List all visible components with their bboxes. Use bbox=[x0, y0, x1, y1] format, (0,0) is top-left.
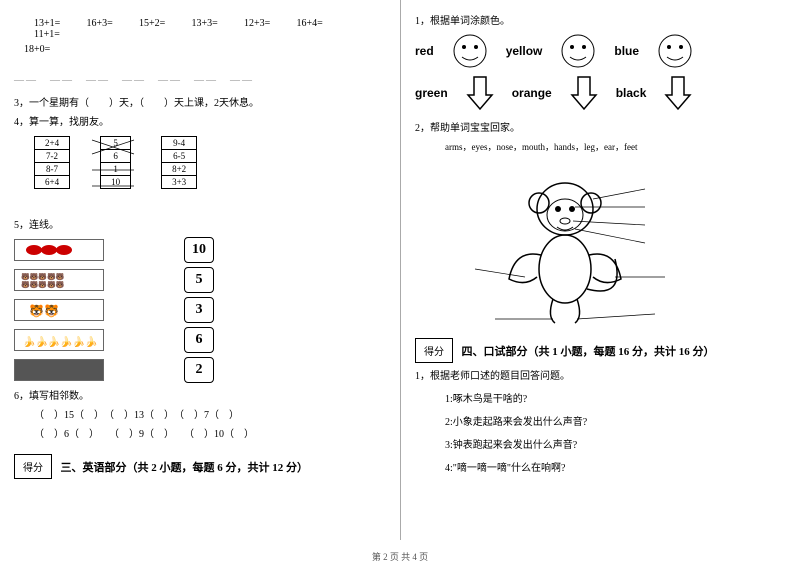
color-green: green bbox=[415, 86, 448, 100]
smiley-icon bbox=[452, 33, 488, 69]
numbox: 10 bbox=[184, 237, 214, 263]
numbox: 6 bbox=[184, 327, 214, 353]
score-box: 得分 bbox=[14, 454, 52, 479]
q5: 5，连线。 bbox=[14, 216, 386, 231]
score-box: 得分 bbox=[415, 338, 453, 363]
body-words: arms，eyes，nose，mouth，hands，leg，ear，feet bbox=[445, 140, 786, 153]
color-red: red bbox=[415, 44, 434, 58]
left-column: 13+1= 16+3= 15+2= 13+3= 12+3= 16+4= 11+1… bbox=[0, 0, 400, 540]
picture bbox=[14, 239, 104, 261]
equation-row: 13+1= 16+3= 15+2= 13+3= 12+3= 16+4= 11+1… bbox=[34, 18, 386, 40]
q6b: （ ）6（ ） （ ）9（ ） （ ）10（ ） bbox=[34, 425, 386, 440]
numbox: 2 bbox=[184, 357, 214, 383]
oral-q: 4:"嘀一嘀一嘀"什么在响啊? bbox=[445, 459, 786, 474]
color-orange: orange bbox=[512, 86, 552, 100]
right-column: 1，根据单词涂颜色。 red yellow blue green orange … bbox=[400, 0, 800, 540]
svg-text:🍌🍌🍌🍌🍌🍌: 🍌🍌🍌🍌🍌🍌 bbox=[23, 335, 98, 348]
oral-q: 1:啄木鸟是干啥的? bbox=[445, 390, 786, 405]
section-3-title: 三、英语部分（共 2 小题，每题 6 分，共计 12 分） bbox=[61, 462, 309, 474]
eq: 12+3= bbox=[244, 18, 294, 29]
q4: 4，算一算，找朋友。 bbox=[14, 113, 386, 128]
q6: 6，填写相邻数。 bbox=[14, 387, 386, 402]
answer-blanks: —— —— —— —— —— —— —— bbox=[14, 71, 386, 86]
smiley-icon bbox=[560, 33, 596, 69]
numbox: 3 bbox=[184, 297, 214, 323]
eq: 11+1= bbox=[34, 29, 84, 40]
oral-q: 3:钟表跑起来会发出什么声音? bbox=[445, 436, 786, 451]
color-row-2: green orange black bbox=[415, 75, 786, 111]
color-yellow: yellow bbox=[506, 44, 543, 58]
arrow-down-icon bbox=[570, 75, 598, 111]
eq: 13+1= bbox=[34, 18, 84, 29]
q3: 3，一个星期有（ ）天，（ ）天上课，2天休息。 bbox=[14, 94, 386, 109]
picture: 🐻🐻🐻🐻🐻🐻🐻🐻🐻🐻 bbox=[14, 269, 104, 291]
q1: 1，根据单词涂颜色。 bbox=[415, 12, 786, 27]
picture: 🍌🍌🍌🍌🍌🍌 bbox=[14, 329, 104, 351]
svg-text:🐻🐻🐻🐻🐻: 🐻🐻🐻🐻🐻 bbox=[21, 280, 65, 289]
smiley-icon bbox=[657, 33, 693, 69]
oral-q: 2:小象走起路来会发出什么声音? bbox=[445, 413, 786, 428]
arrow-down-icon bbox=[466, 75, 494, 111]
page-footer: 第 2 页 共 4 页 bbox=[0, 550, 800, 563]
color-blue: blue bbox=[614, 44, 639, 58]
q6a: （ ）15（ ） （ ）13（ ） （ ）7（ ） bbox=[34, 406, 386, 421]
color-black: black bbox=[616, 86, 647, 100]
eq: 13+3= bbox=[192, 18, 242, 29]
svg-text:🐯🐯: 🐯🐯 bbox=[29, 303, 59, 318]
eq: 15+2= bbox=[139, 18, 189, 29]
matching-diagram: 2+4 7-2 8-7 6+4 5 6 1 10 9-4 6-5 8+2 3+3 bbox=[14, 132, 386, 212]
arrow-down-icon bbox=[664, 75, 692, 111]
q2: 2，帮助单词宝宝回家。 bbox=[415, 119, 786, 134]
eq-tail: 18+0= bbox=[24, 44, 386, 55]
picture bbox=[14, 359, 104, 381]
section-4-title: 四、口试部分（共 1 小题，每题 16 分，共计 16 分） bbox=[462, 346, 715, 358]
match-lines bbox=[34, 132, 294, 212]
eq: 16+3= bbox=[87, 18, 137, 29]
oral-intro: 1，根据老师口述的题目回答问题。 bbox=[415, 367, 786, 382]
monkey-diagram bbox=[465, 159, 685, 329]
color-row-1: red yellow blue bbox=[415, 33, 786, 69]
numbox: 5 bbox=[184, 267, 214, 293]
svg-text:🐻🐻🐻🐻🐻: 🐻🐻🐻🐻🐻 bbox=[21, 272, 65, 281]
picture: 🐯🐯 bbox=[14, 299, 104, 321]
eq: 16+4= bbox=[297, 18, 347, 29]
q5-matching: 10 🐻🐻🐻🐻🐻🐻🐻🐻🐻🐻 5 🐯🐯 3 🍌🍌🍌🍌🍌🍌 6 2 bbox=[14, 237, 386, 383]
